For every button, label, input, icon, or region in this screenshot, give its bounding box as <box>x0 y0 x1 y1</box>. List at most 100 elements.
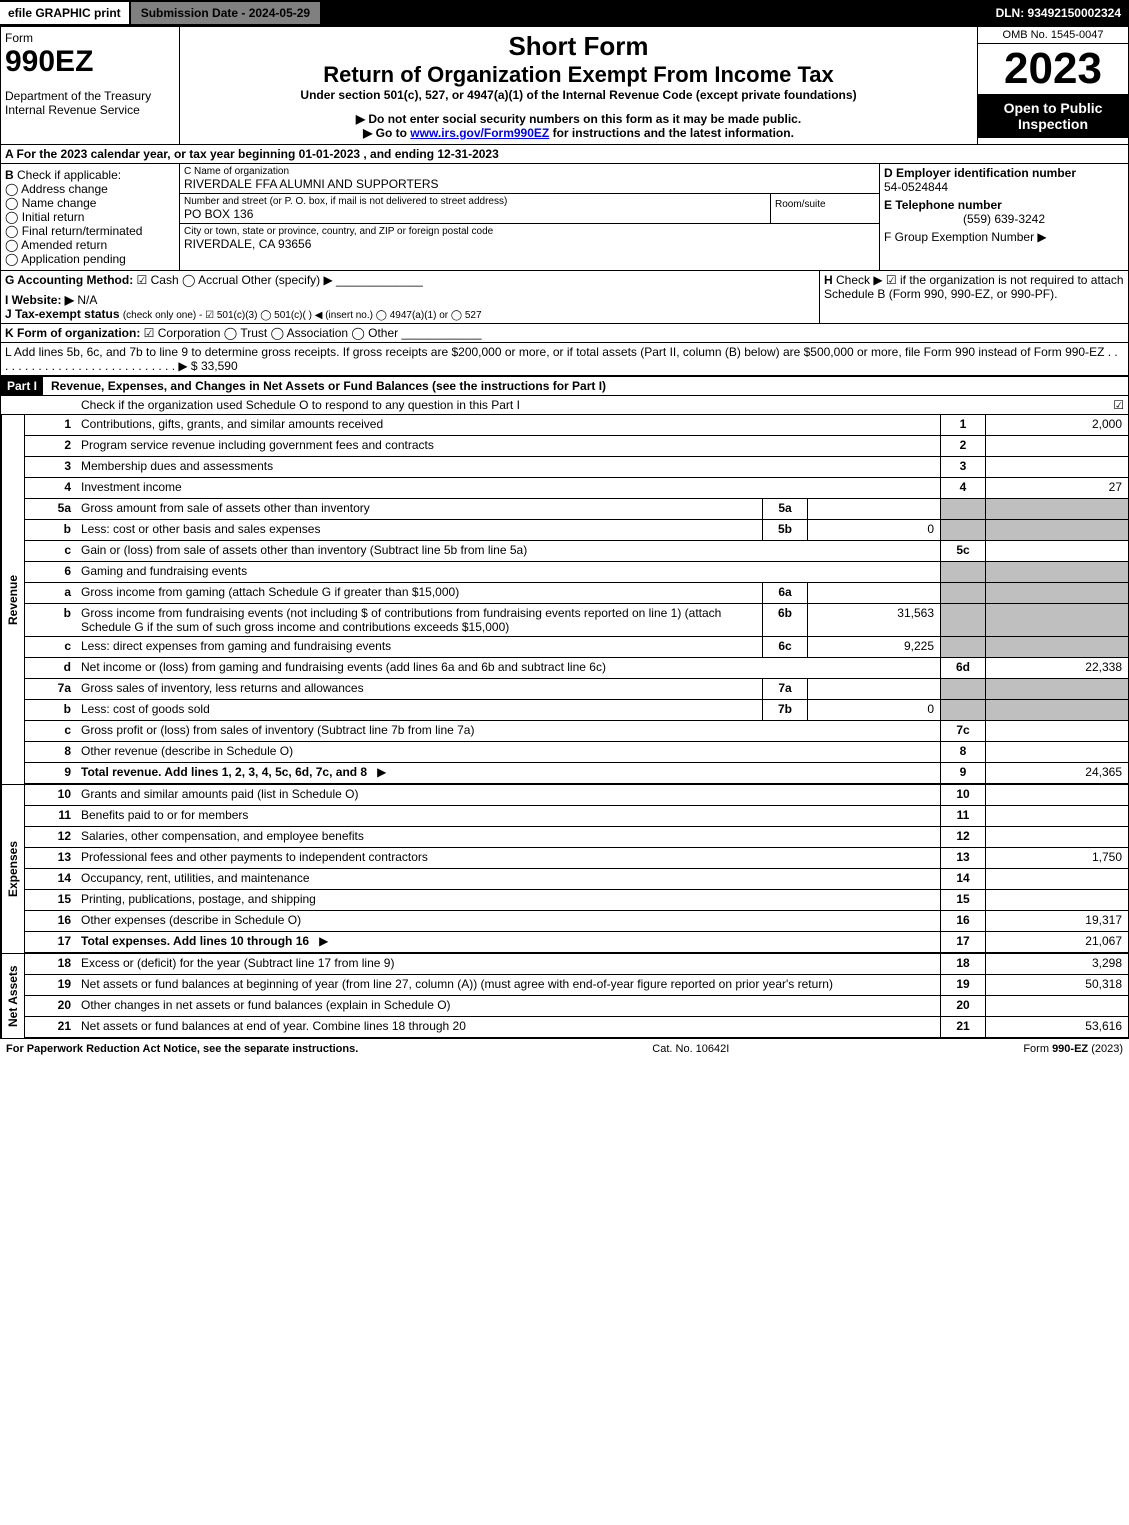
line-9: 9Total revenue. Add lines 1, 2, 3, 4, 5c… <box>24 763 1129 784</box>
shaded-val <box>985 499 1128 519</box>
line-17: 17Total expenses. Add lines 10 through 1… <box>24 932 1129 953</box>
right-box: 20 <box>940 996 985 1016</box>
line-desc: Net income or (loss) from gaming and fun… <box>77 658 940 678</box>
shaded-box <box>940 583 985 603</box>
subtitle-section: Under section 501(c), 527, or 4947(a)(1)… <box>184 88 973 102</box>
b-opt-3: ◯ Final return/terminated <box>5 224 175 238</box>
f-label: F Group Exemption Number ▶ <box>884 230 1124 244</box>
right-box: 15 <box>940 890 985 910</box>
title-short-form: Short Form <box>184 31 973 62</box>
subtitle-goto: ▶ Go to www.irs.gov/Form990EZ for instru… <box>184 126 973 140</box>
line-desc: Gaming and fundraising events <box>77 562 940 582</box>
line-desc: Net assets or fund balances at beginning… <box>77 975 940 995</box>
inner-val <box>807 679 940 699</box>
b-opt-1: ◯ Name change <box>5 196 175 210</box>
line-desc: Other expenses (describe in Schedule O) <box>77 911 940 931</box>
org-name: RIVERDALE FFA ALUMNI AND SUPPORTERS <box>184 177 875 191</box>
g-accrual: ◯ Accrual <box>182 273 238 287</box>
right-val: 24,365 <box>985 763 1128 783</box>
dln: DLN: 93492150002324 <box>988 2 1129 24</box>
line-c: cGain or (loss) from sale of assets othe… <box>24 541 1129 562</box>
revenue-section: Revenue 1Contributions, gifts, grants, a… <box>0 415 1129 784</box>
right-box: 18 <box>940 954 985 974</box>
k-text: ☑ Corporation ◯ Trust ◯ Association ◯ Ot… <box>144 326 398 340</box>
line-num: 16 <box>25 911 77 931</box>
line-12: 12Salaries, other compensation, and empl… <box>24 827 1129 848</box>
right-box: 6d <box>940 658 985 678</box>
inner-val: 0 <box>807 520 940 540</box>
line-desc: Gross income from fundraising events (no… <box>77 604 762 636</box>
expenses-section: Expenses 10Grants and similar amounts pa… <box>0 784 1129 953</box>
line-3: 3Membership dues and assessments3 <box>24 457 1129 478</box>
right-val: 2,000 <box>985 415 1128 435</box>
inner-val: 9,225 <box>807 637 940 657</box>
line-num: 9 <box>25 763 77 783</box>
line-10: 10Grants and similar amounts paid (list … <box>24 785 1129 806</box>
line-num: b <box>25 700 77 720</box>
line-desc: Gross income from gaming (attach Schedul… <box>77 583 762 603</box>
shaded-val <box>985 520 1128 540</box>
title-return: Return of Organization Exempt From Incom… <box>184 62 973 88</box>
line-desc: Gross amount from sale of assets other t… <box>77 499 762 519</box>
right-box: 9 <box>940 763 985 783</box>
line-desc: Program service revenue including govern… <box>77 436 940 456</box>
right-box: 5c <box>940 541 985 561</box>
right-val <box>985 827 1128 847</box>
right-val <box>985 996 1128 1016</box>
right-val <box>985 806 1128 826</box>
line-num: 14 <box>25 869 77 889</box>
line-desc: Excess or (deficit) for the year (Subtra… <box>77 954 940 974</box>
line-6: 6Gaming and fundraising events <box>24 562 1129 583</box>
l-val: 33,590 <box>201 359 238 373</box>
line-desc: Occupancy, rent, utilities, and maintena… <box>77 869 940 889</box>
line-19: 19Net assets or fund balances at beginni… <box>24 975 1129 996</box>
line-desc: Gross profit or (loss) from sales of inv… <box>77 721 940 741</box>
l-text: L Add lines 5b, 6c, and 7b to line 9 to … <box>5 345 1118 373</box>
line-15: 15Printing, publications, postage, and s… <box>24 890 1129 911</box>
line-a: A For the 2023 calendar year, or tax yea… <box>1 145 503 163</box>
line-num: a <box>25 583 77 603</box>
line-num: 20 <box>25 996 77 1016</box>
line-num: 12 <box>25 827 77 847</box>
part1-title: Revenue, Expenses, and Changes in Net As… <box>43 379 606 393</box>
line-num: 10 <box>25 785 77 805</box>
shaded-val <box>985 679 1128 699</box>
footer-left: For Paperwork Reduction Act Notice, see … <box>6 1043 358 1055</box>
city: RIVERDALE, CA 93656 <box>184 237 875 251</box>
form-header: Form 990EZ Department of the Treasury In… <box>0 26 1129 145</box>
inner-val: 31,563 <box>807 604 940 636</box>
right-box: 14 <box>940 869 985 889</box>
irs-link[interactable]: www.irs.gov/Form990EZ <box>410 126 549 140</box>
line-num: 8 <box>25 742 77 762</box>
right-box: 17 <box>940 932 985 952</box>
b-opt-4: ◯ Amended return <box>5 238 175 252</box>
right-box: 2 <box>940 436 985 456</box>
irs-label: Internal Revenue Service <box>5 103 175 117</box>
line-7a: 7aGross sales of inventory, less returns… <box>24 679 1129 700</box>
g-cash: ☑ Cash <box>137 273 179 287</box>
line-desc: Less: cost of goods sold <box>77 700 762 720</box>
right-val: 53,616 <box>985 1017 1128 1037</box>
line-4: 4Investment income427 <box>24 478 1129 499</box>
line-11: 11Benefits paid to or for members11 <box>24 806 1129 827</box>
shaded-box <box>940 520 985 540</box>
right-val: 22,338 <box>985 658 1128 678</box>
inner-val <box>807 499 940 519</box>
netassets-vlabel: Net Assets <box>1 954 24 1038</box>
right-val: 3,298 <box>985 954 1128 974</box>
shaded-box <box>940 700 985 720</box>
line-1: 1Contributions, gifts, grants, and simil… <box>24 415 1129 436</box>
b-opt-5: ◯ Application pending <box>5 252 175 266</box>
tax-year: 2023 <box>978 44 1128 94</box>
line-13: 13Professional fees and other payments t… <box>24 848 1129 869</box>
netassets-section: Net Assets 18Excess or (deficit) for the… <box>0 953 1129 1038</box>
right-val <box>985 721 1128 741</box>
line-8: 8Other revenue (describe in Schedule O)8 <box>24 742 1129 763</box>
inner-box: 6b <box>762 604 807 636</box>
right-val: 21,067 <box>985 932 1128 952</box>
h-text: Check ▶ ☑ if the organization is not req… <box>824 273 1124 301</box>
line-num: 1 <box>25 415 77 435</box>
right-val <box>985 436 1128 456</box>
part1-checknote: Check if the organization used Schedule … <box>81 398 520 412</box>
line-d: dNet income or (loss) from gaming and fu… <box>24 658 1129 679</box>
